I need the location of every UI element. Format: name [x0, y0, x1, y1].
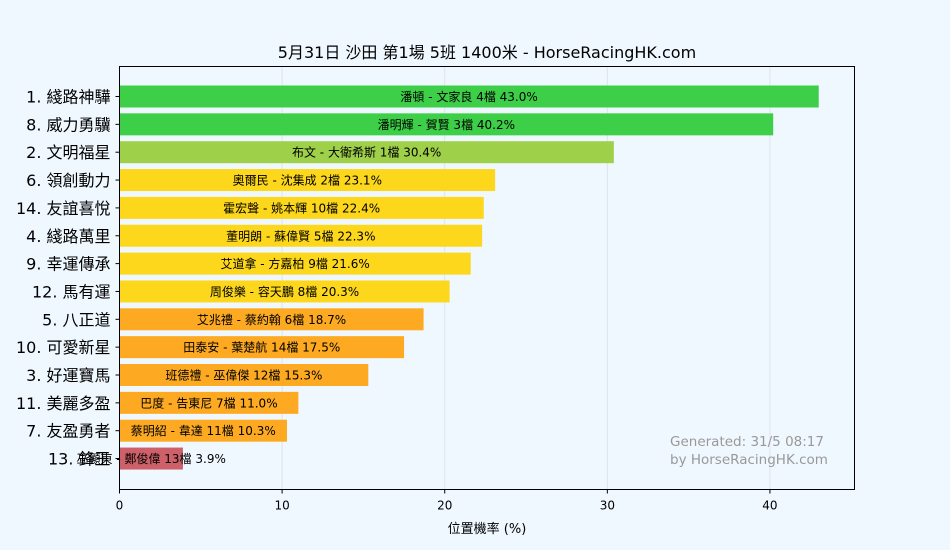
bar — [119, 141, 614, 164]
bar-label: 潘頓 - 文家良 4檔 43.0% — [400, 89, 537, 104]
bar — [119, 308, 424, 331]
bar — [119, 280, 450, 303]
x-tick-label: 0 — [116, 499, 124, 513]
bar — [119, 364, 369, 386]
x-axis-label: 位置機率 (%) — [448, 521, 527, 537]
watermark-generated: Generated: 31/5 08:17 — [670, 434, 824, 450]
bar — [119, 447, 183, 470]
bar — [119, 113, 774, 136]
horse-label: 3. 好運寶馬 — [26, 366, 110, 385]
bar-label: 潘明輝 - 賀賢 3檔 40.2% — [378, 118, 515, 132]
horse-label: 14. 友誼喜悅 — [16, 199, 111, 218]
bar-label: 奧爾民 - 沈集成 2檔 23.1% — [233, 173, 382, 188]
horse-label: 5. 八正道 — [42, 310, 110, 329]
bar — [119, 391, 299, 414]
bar-label: 巴度 - 告東尼 7檔 11.0% — [140, 395, 277, 410]
bar — [119, 196, 484, 219]
bar-label: 艾兆禮 - 蔡約翰 6檔 18.7% — [197, 312, 346, 327]
horse-label: 1. 綫路神驊 — [26, 88, 110, 107]
plot-frame — [119, 66, 855, 490]
horse-label: 7. 友盈勇者 — [26, 422, 110, 441]
horse-label: 12. 馬有運 — [32, 282, 111, 301]
horse-label: 13. 鋒王 — [48, 450, 111, 469]
x-tick-label: 30 — [600, 499, 615, 513]
bar-label: 蔡明紹 - 韋達 11檔 10.3% — [131, 424, 276, 438]
bar — [119, 169, 496, 192]
bars: 潘頓 - 文家良 4檔 43.0% 潘明輝 - 賀賢 3檔 40.2% 布文 - 大… — [77, 85, 819, 470]
bar-label: 周俊樂 - 容天鵬 8檔 20.3% — [210, 284, 359, 299]
x-axis: 0 10 20 30 40 — [116, 489, 778, 513]
bar — [119, 336, 405, 359]
bar-label: 艾道拿 - 方嘉柏 9檔 21.6% — [220, 256, 369, 271]
watermark-site: by HorseRacingHK.com — [670, 452, 828, 468]
bar — [119, 85, 819, 108]
bar-label: 董明朗 - 蘇偉賢 5檔 22.3% — [226, 229, 375, 243]
bar — [119, 419, 287, 442]
horse-label: 2. 文明福星 — [26, 143, 110, 162]
horse-label: 11. 美麗多盈 — [16, 394, 111, 413]
bar-label: 霍宏聲 - 姚本輝 10檔 22.4% — [223, 200, 380, 215]
horse-label: 6. 領創動力 — [26, 171, 110, 190]
x-tick-label: 40 — [762, 499, 777, 513]
bar-label: 布文 - 大衛希斯 1檔 30.4% — [292, 145, 441, 160]
bar-label: 田泰安 - 葉楚航 14檔 17.5% — [183, 340, 340, 355]
horse-label: 8. 威力勇驥 — [26, 115, 110, 134]
bar-label: 巫顯東 - 鄭俊偉 13檔 3.9% — [77, 451, 226, 466]
y-axis: 1. 綫路神驊 8. 威力勇驥 2. 文明福星 6. 領創動力 14. 友誼喜悅 4. 綫… — [16, 88, 120, 469]
bar — [119, 252, 471, 275]
bar-label: 班德禮 - 巫偉傑 12檔 15.3% — [165, 368, 322, 383]
x-tick-label: 20 — [437, 499, 452, 513]
horse-label: 4. 綫路萬里 — [26, 227, 110, 246]
x-tick-label: 10 — [274, 499, 289, 513]
horse-label: 10. 可愛新星 — [16, 338, 111, 357]
bar — [119, 224, 483, 247]
horse-label: 9. 幸運傳承 — [26, 255, 110, 274]
chart-title: 5月31日 沙田 第1場 5班 1400米 - HorseRacingHK.co… — [278, 43, 696, 62]
